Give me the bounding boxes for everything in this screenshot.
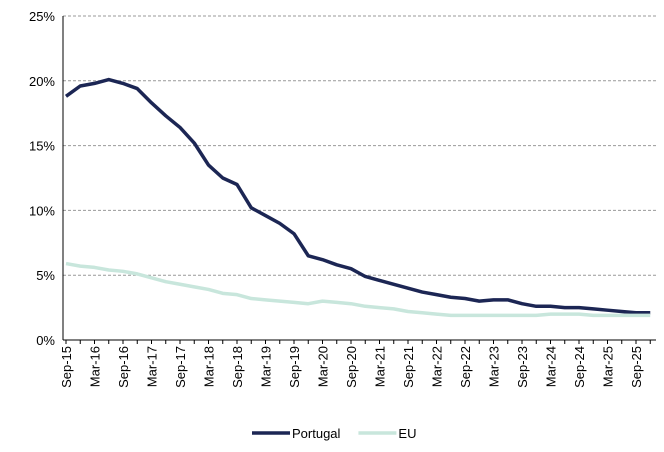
x-tick-label: Mar-18 [202, 346, 217, 387]
y-tick-label: 20% [29, 74, 55, 89]
legend-label: Portugal [292, 426, 341, 441]
x-tick-label: Sep-18 [230, 346, 245, 388]
x-tick-label: Sep-21 [401, 346, 416, 388]
x-tick-label: Mar-23 [487, 346, 502, 387]
x-tick-label: Sep-15 [59, 346, 74, 388]
x-tick-label: Mar-17 [145, 346, 160, 387]
x-tick-label: Mar-19 [259, 346, 274, 387]
series-line [65, 261, 651, 318]
x-tick-label: Mar-16 [88, 346, 103, 387]
y-tick-label: 15% [29, 139, 55, 154]
x-tick-label: Sep-22 [458, 346, 473, 388]
legend-label: EU [398, 426, 416, 441]
x-tick-label: Mar-25 [601, 346, 616, 387]
x-tick-label: Mar-21 [373, 346, 388, 387]
y-tick-label: 25% [29, 9, 55, 24]
x-tick-label: Sep-19 [287, 346, 302, 388]
x-tick-label: Sep-16 [116, 346, 131, 388]
x-tick-label: Mar-22 [430, 346, 445, 387]
y-tick-label: 10% [29, 203, 55, 218]
x-tick-label: Sep-25 [629, 346, 644, 388]
y-tick-label: 5% [36, 268, 55, 283]
x-tick-label: Mar-24 [544, 346, 559, 387]
x-tick-label: Sep-24 [572, 346, 587, 388]
x-tick-label: Sep-17 [173, 346, 188, 388]
x-tick-label: Sep-23 [515, 346, 530, 388]
series-line [64, 77, 651, 315]
x-tick-label: Mar-20 [316, 346, 331, 387]
y-tick-label: 0% [36, 333, 55, 348]
x-tick-label: Sep-20 [344, 346, 359, 388]
